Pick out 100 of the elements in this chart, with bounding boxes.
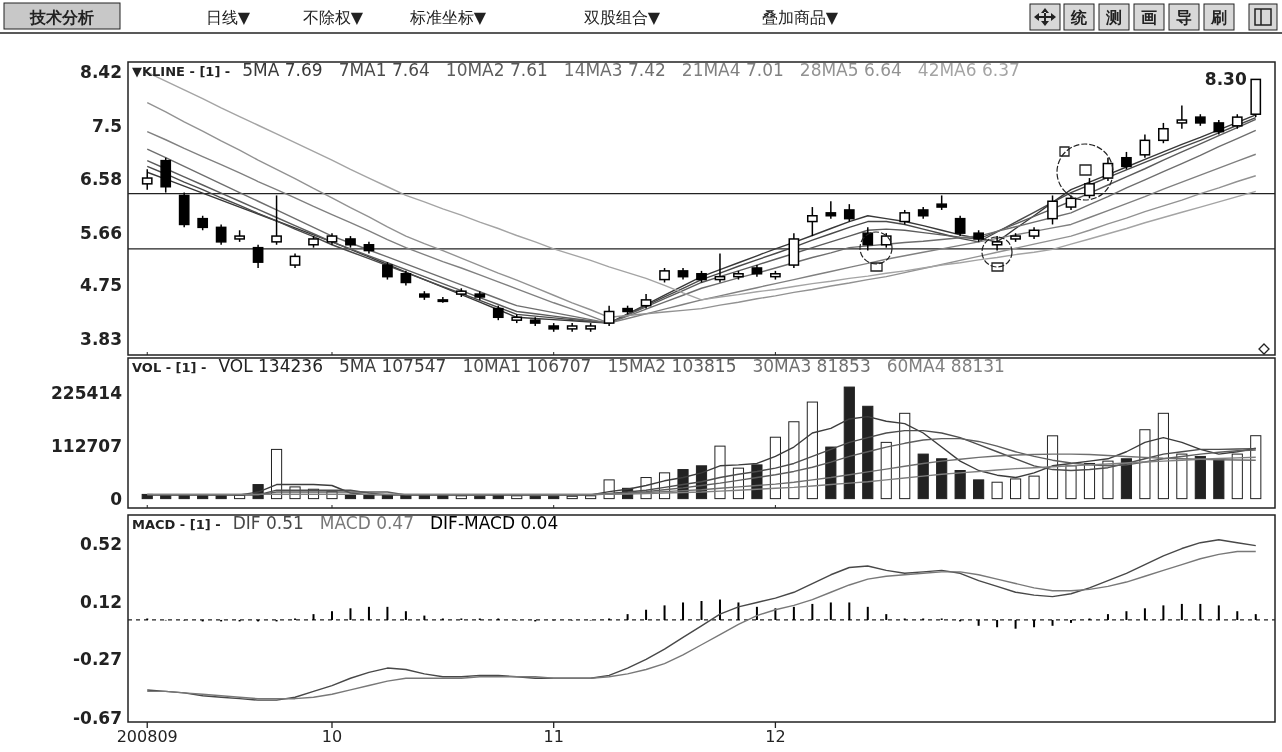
y-tick-label: 0.52 bbox=[80, 534, 122, 555]
text: 14MA3 7.42 bbox=[563, 60, 666, 80]
text: 21MA4 7.01 bbox=[681, 60, 784, 80]
candlestick bbox=[1084, 177, 1095, 200]
candlestick bbox=[141, 168, 153, 191]
y-tick-label: -0.67 bbox=[73, 707, 122, 728]
bar bbox=[1014, 619, 1017, 629]
bar bbox=[1033, 619, 1036, 628]
text: 60MA4 88131 bbox=[886, 356, 1005, 376]
bar bbox=[825, 446, 837, 500]
text: MACD 0.47 bbox=[319, 513, 414, 533]
bar bbox=[474, 495, 486, 500]
bar bbox=[991, 481, 1003, 500]
text: 5MA 107547 bbox=[338, 356, 447, 376]
bar bbox=[954, 470, 966, 500]
bar bbox=[312, 614, 315, 620]
text: 双股组合▼ bbox=[583, 7, 661, 27]
bar bbox=[1162, 605, 1165, 620]
bar bbox=[1213, 458, 1225, 500]
text: 画 bbox=[1141, 7, 1157, 27]
x-tick-label: 200809 bbox=[116, 727, 178, 746]
bar bbox=[1070, 619, 1073, 623]
bar bbox=[330, 611, 333, 620]
text: 42MA6 6.37 bbox=[917, 60, 1020, 80]
candlestick bbox=[1158, 122, 1169, 144]
bar bbox=[682, 602, 685, 620]
candlestick bbox=[252, 244, 264, 269]
bar bbox=[1254, 614, 1257, 620]
candlestick bbox=[603, 304, 615, 327]
bar bbox=[788, 421, 800, 500]
bar bbox=[663, 605, 666, 620]
text: 标准坐标▼ bbox=[408, 7, 487, 27]
y-tick-label: 0.12 bbox=[80, 592, 122, 613]
bar bbox=[386, 606, 389, 620]
y-tick-label: 112707 bbox=[51, 435, 122, 456]
bar bbox=[367, 606, 370, 620]
legend-title: ▼KLINE - [1] - bbox=[132, 64, 231, 79]
text: 测 bbox=[1105, 7, 1122, 27]
bar bbox=[973, 479, 985, 500]
legend-title: VOL - [1] - bbox=[132, 360, 207, 375]
text: 刷 bbox=[1210, 7, 1227, 27]
bar bbox=[996, 619, 999, 628]
text: 统 bbox=[1070, 7, 1088, 27]
candlestick bbox=[862, 226, 874, 252]
text: DIF-MACD 0.04 bbox=[430, 513, 559, 533]
bar bbox=[1028, 475, 1040, 500]
bar bbox=[645, 609, 648, 620]
bar bbox=[1176, 453, 1188, 500]
bar bbox=[917, 453, 929, 500]
text: 不除权▼ bbox=[302, 7, 364, 27]
bar bbox=[1199, 603, 1202, 620]
x-tick-label: 10 bbox=[321, 727, 343, 746]
candlestick bbox=[806, 206, 818, 237]
bar bbox=[349, 608, 352, 620]
y-tick-label: 5.66 bbox=[80, 222, 122, 243]
bar bbox=[880, 441, 892, 500]
candlestick bbox=[271, 194, 282, 246]
annotation: 8.30 bbox=[1204, 69, 1247, 90]
bar bbox=[1250, 435, 1262, 500]
bar bbox=[806, 401, 818, 500]
candlestick bbox=[825, 200, 837, 220]
text: 28MA5 6.64 bbox=[799, 60, 902, 80]
bar bbox=[1231, 453, 1243, 500]
bar bbox=[1143, 608, 1146, 620]
y-tick-label: -0.27 bbox=[73, 649, 122, 670]
candlestick bbox=[215, 223, 227, 246]
bar bbox=[1120, 458, 1133, 500]
candlestick bbox=[1176, 104, 1188, 130]
bar bbox=[718, 599, 721, 620]
candlestick bbox=[1139, 133, 1151, 159]
candlestick bbox=[954, 215, 966, 237]
bar bbox=[548, 495, 560, 500]
bar bbox=[866, 606, 869, 620]
text: 15MA2 103815 bbox=[607, 356, 737, 376]
text: VOL 134236 bbox=[218, 356, 323, 376]
y-tick-label: 225414 bbox=[51, 382, 123, 403]
bar bbox=[1236, 611, 1239, 620]
y-tick-label: 8.42 bbox=[80, 62, 122, 83]
x-tick-label: 11 bbox=[543, 727, 564, 746]
bar bbox=[566, 495, 578, 500]
bar bbox=[1106, 614, 1109, 620]
candlestick bbox=[1047, 194, 1058, 226]
bar bbox=[700, 601, 703, 620]
bar bbox=[977, 619, 980, 626]
bar bbox=[792, 606, 795, 620]
y-tick-label: 4.75 bbox=[80, 275, 122, 296]
text: 5MA 7.69 bbox=[242, 60, 323, 80]
bar bbox=[885, 614, 888, 620]
bar bbox=[626, 614, 629, 620]
legend-title: MACD - [1] - bbox=[132, 517, 221, 532]
bar bbox=[1010, 478, 1022, 500]
bar bbox=[1125, 611, 1128, 620]
bar bbox=[829, 602, 832, 620]
bar bbox=[1065, 465, 1077, 500]
x-tick-label: 12 bbox=[765, 727, 786, 746]
bar bbox=[1139, 429, 1151, 500]
text: 7MA1 7.64 bbox=[338, 60, 430, 80]
text: 10MA2 7.61 bbox=[445, 60, 548, 80]
bar bbox=[529, 495, 541, 500]
bar bbox=[811, 603, 814, 620]
